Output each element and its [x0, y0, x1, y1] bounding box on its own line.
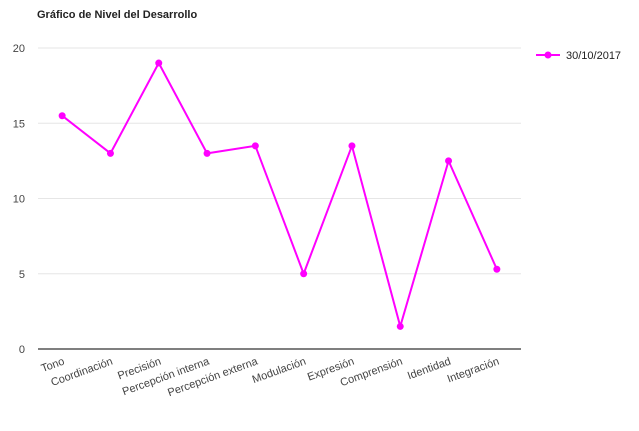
y-tick-label: 15 — [13, 118, 25, 130]
series-layer — [58, 59, 501, 331]
y-tick-label: 0 — [19, 344, 25, 356]
chart-title: Gráfico de Nivel del Desarrollo — [37, 9, 198, 21]
y-tick-label: 10 — [13, 194, 25, 206]
x-tick-label: Integración — [446, 356, 501, 386]
data-point[interactable] — [493, 265, 501, 273]
data-point[interactable] — [396, 322, 404, 330]
data-point[interactable] — [155, 59, 163, 67]
y-tick-label: 5 — [19, 269, 25, 281]
data-point[interactable] — [251, 142, 259, 150]
y-tick-labels: 0 5 10 15 20 — [13, 43, 25, 356]
legend-label: 30/10/2017 — [566, 50, 621, 62]
data-point[interactable] — [348, 142, 356, 150]
data-point[interactable] — [300, 270, 308, 278]
x-tick-label: Identidad — [406, 356, 453, 383]
legend: 30/10/2017 — [536, 50, 621, 62]
data-point[interactable] — [445, 157, 453, 165]
legend-swatch-marker — [544, 51, 552, 59]
data-point[interactable] — [106, 149, 114, 157]
data-point[interactable] — [203, 149, 211, 157]
x-tick-label: Modulación — [251, 356, 308, 387]
data-point[interactable] — [58, 112, 66, 120]
y-tick-label: 20 — [13, 43, 25, 55]
grid-layer — [38, 47, 521, 350]
series-line — [61, 60, 498, 331]
